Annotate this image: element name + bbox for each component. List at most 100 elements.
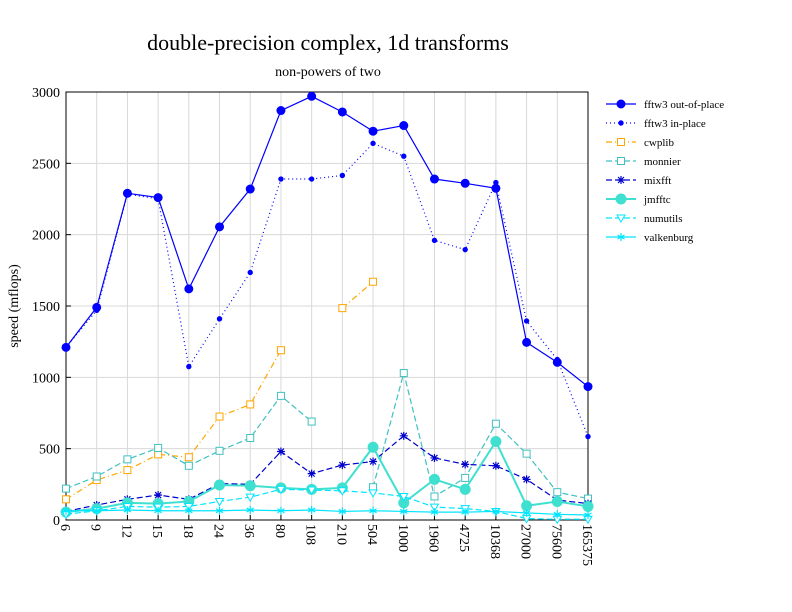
data-point bbox=[62, 495, 70, 504]
data-point bbox=[337, 107, 347, 117]
data-point bbox=[307, 469, 316, 478]
series-fftw3-in-place bbox=[63, 140, 591, 440]
legend-entry: fftw3 out-of-place bbox=[606, 99, 724, 111]
data-point bbox=[214, 479, 226, 491]
data-point bbox=[92, 472, 101, 481]
data-point bbox=[184, 461, 193, 470]
data-point bbox=[460, 178, 470, 188]
data-point bbox=[245, 493, 256, 503]
data-point bbox=[368, 489, 378, 498]
legend-label: monnier bbox=[644, 156, 681, 168]
data-point bbox=[369, 457, 378, 466]
series-line bbox=[65, 488, 588, 520]
data-point bbox=[492, 507, 500, 516]
data-point bbox=[399, 431, 408, 440]
data-point bbox=[430, 453, 439, 462]
data-point bbox=[63, 344, 69, 351]
data-point bbox=[154, 491, 163, 500]
legend-label: valkenburg bbox=[644, 232, 694, 244]
data-point bbox=[276, 106, 286, 116]
data-point bbox=[522, 337, 532, 347]
y-tick-label: 2500 bbox=[32, 157, 60, 172]
y-tick-label: 1000 bbox=[32, 371, 60, 386]
data-point bbox=[522, 449, 531, 458]
data-point bbox=[276, 485, 286, 495]
data-point bbox=[367, 441, 379, 453]
data-point bbox=[490, 436, 502, 448]
data-point bbox=[551, 495, 563, 507]
data-point bbox=[338, 461, 347, 470]
x-tick-label: 9 bbox=[88, 524, 103, 531]
data-point bbox=[306, 486, 317, 496]
series-line bbox=[66, 509, 589, 516]
data-point bbox=[155, 196, 161, 202]
data-point bbox=[186, 363, 192, 370]
series-line bbox=[65, 142, 589, 437]
data-point bbox=[277, 506, 285, 515]
x-tick-label: 27000 bbox=[518, 524, 533, 559]
data-point bbox=[616, 99, 626, 109]
data-point bbox=[245, 184, 255, 194]
data-point bbox=[308, 176, 315, 182]
data-point bbox=[62, 506, 70, 515]
series-numutils bbox=[61, 485, 593, 525]
y-axis: 0 500 1000 1500 2000 2500 3000 bbox=[32, 86, 71, 529]
data-point bbox=[430, 492, 439, 501]
data-point bbox=[124, 191, 131, 197]
data-point bbox=[338, 507, 347, 516]
series-line bbox=[65, 439, 589, 514]
data-point bbox=[92, 506, 101, 515]
x-tick-label: 1000 bbox=[395, 524, 410, 552]
data-point bbox=[399, 507, 408, 516]
data-point bbox=[617, 233, 625, 241]
x-tick-label: 18 bbox=[180, 524, 195, 538]
data-point bbox=[278, 176, 284, 182]
y-tick-label: 0 bbox=[53, 514, 60, 529]
x-tick-label: 1960 bbox=[425, 524, 440, 552]
data-point bbox=[462, 246, 468, 253]
legend-label: fftw3 in-place bbox=[644, 118, 706, 130]
data-point bbox=[123, 455, 132, 464]
data-point bbox=[582, 500, 594, 512]
legend-label: cwplib bbox=[644, 137, 674, 149]
x-tick-label: 10368 bbox=[487, 524, 502, 559]
y-tick-label: 2000 bbox=[32, 229, 60, 244]
data-point bbox=[216, 316, 223, 322]
legend-entry: valkenburg bbox=[606, 232, 694, 244]
x-tick-label: 24 bbox=[211, 524, 226, 538]
data-point bbox=[246, 506, 255, 515]
x-tick-label: 165375 bbox=[579, 524, 594, 566]
data-point bbox=[493, 179, 499, 186]
data-point bbox=[276, 447, 285, 456]
data-point bbox=[123, 466, 132, 475]
data-point bbox=[523, 318, 530, 324]
data-point bbox=[94, 307, 100, 313]
series-valkenburg bbox=[62, 506, 592, 520]
data-point bbox=[428, 473, 440, 485]
data-point bbox=[553, 510, 562, 519]
data-point bbox=[617, 138, 625, 146]
data-point bbox=[399, 121, 409, 131]
data-point bbox=[244, 480, 256, 492]
data-point bbox=[553, 488, 562, 497]
series-fftw3-out-of-place bbox=[61, 91, 593, 392]
data-point bbox=[617, 157, 625, 165]
data-point bbox=[276, 346, 285, 355]
x-tick-label: 80 bbox=[272, 524, 287, 538]
data-point bbox=[368, 126, 378, 136]
x-tick-label: 4725 bbox=[456, 524, 471, 552]
series-monnier bbox=[62, 369, 592, 503]
series-line bbox=[65, 349, 282, 500]
data-point bbox=[491, 419, 500, 428]
data-point bbox=[123, 506, 132, 515]
legend-entry: cwplib bbox=[606, 137, 674, 149]
x-tick-label: 108 bbox=[303, 524, 318, 545]
legend-entry: numutils bbox=[606, 213, 683, 225]
x-tick-label: 15 bbox=[149, 524, 164, 538]
data-point bbox=[399, 369, 408, 378]
data-point bbox=[459, 483, 471, 495]
x-tick-label: 6 bbox=[57, 524, 72, 531]
data-point bbox=[215, 446, 224, 455]
legend-entry: monnier bbox=[606, 156, 681, 168]
